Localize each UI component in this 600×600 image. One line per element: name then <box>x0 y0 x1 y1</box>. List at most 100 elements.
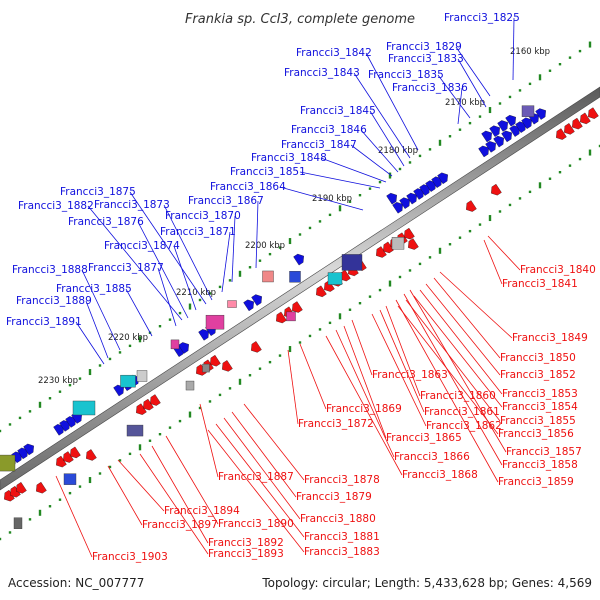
gene-block[interactable] <box>391 237 405 250</box>
forward-gene-arrow[interactable] <box>293 252 306 266</box>
reverse-gene-arrow[interactable] <box>207 354 221 368</box>
gene-label[interactable]: Francci3_1848 <box>251 152 327 164</box>
reverse-gene-arrow[interactable] <box>140 398 154 412</box>
forward-gene-arrow[interactable] <box>243 298 256 312</box>
reverse-gene-arrow[interactable] <box>273 311 287 325</box>
gene-label[interactable]: Francci3_1882 <box>18 200 94 212</box>
gene-label[interactable]: Francci3_1849 <box>512 332 588 344</box>
gene-block[interactable] <box>202 363 210 373</box>
reverse-gene-arrow[interactable] <box>248 341 262 354</box>
gene-label[interactable]: Francci3_1874 <box>104 240 180 252</box>
gene-block[interactable] <box>136 370 148 382</box>
forward-gene-arrow[interactable] <box>413 186 426 200</box>
forward-gene-arrow[interactable] <box>493 134 506 148</box>
gene-label[interactable]: Francci3_1888 <box>12 264 88 276</box>
gene-label[interactable]: Francci3_1871 <box>160 226 236 238</box>
gene-block[interactable] <box>170 339 180 350</box>
gene-label[interactable]: Francci3_1835 <box>368 69 444 81</box>
gene-label[interactable]: Francci3_1869 <box>326 403 402 415</box>
gene-label[interactable]: Francci3_1847 <box>281 139 357 151</box>
forward-gene-arrow[interactable] <box>535 106 548 120</box>
gene-label[interactable]: Francci3_1879 <box>296 491 372 503</box>
reverse-gene-arrow[interactable] <box>13 482 27 495</box>
forward-gene-arrow[interactable] <box>521 116 534 130</box>
reverse-gene-arrow[interactable] <box>577 112 591 126</box>
gene-label[interactable]: Francci3_1889 <box>16 295 92 307</box>
gene-label[interactable]: Francci3_1868 <box>402 469 478 481</box>
gene-label[interactable]: Francci3_1850 <box>500 352 576 364</box>
reverse-gene-arrow[interactable] <box>83 449 97 462</box>
gene-label[interactable]: Francci3_1861 <box>424 406 500 418</box>
gene-label[interactable]: Francci3_1829 <box>386 41 462 53</box>
gene-label[interactable]: Francci3_1842 <box>296 47 372 59</box>
reverse-gene-arrow[interactable] <box>33 481 47 495</box>
gene-label[interactable]: Francci3_1859 <box>498 476 574 488</box>
forward-gene-arrow[interactable] <box>11 450 24 464</box>
gene-label[interactable]: Francci3_1867 <box>188 195 264 207</box>
gene-label[interactable]: Francci3_1870 <box>165 210 241 222</box>
forward-gene-arrow[interactable] <box>437 171 450 185</box>
reverse-gene-arrow[interactable] <box>321 280 335 294</box>
gene-label[interactable]: Francci3_1825 <box>444 12 520 24</box>
reverse-gene-arrow[interactable] <box>405 238 419 251</box>
gene-label[interactable]: Francci3_1875 <box>60 186 136 198</box>
gene-label[interactable]: Francci3_1885 <box>56 283 132 295</box>
forward-gene-arrow[interactable] <box>23 442 36 456</box>
forward-gene-arrow[interactable] <box>198 327 211 341</box>
reverse-gene-arrow[interactable] <box>67 446 81 460</box>
gene-block[interactable] <box>72 400 96 416</box>
gene-label[interactable]: Francci3_1878 <box>304 474 380 486</box>
reverse-gene-arrow[interactable] <box>313 285 327 299</box>
gene-label[interactable]: Francci3_1894 <box>164 505 240 517</box>
reverse-gene-arrow[interactable] <box>289 301 303 314</box>
reverse-gene-arrow[interactable] <box>1 489 15 503</box>
gene-label[interactable]: Francci3_1846 <box>291 124 367 136</box>
forward-gene-arrow[interactable] <box>501 129 514 143</box>
forward-gene-arrow[interactable] <box>386 191 399 205</box>
forward-gene-arrow[interactable] <box>419 182 432 196</box>
gene-block[interactable] <box>327 272 343 285</box>
gene-label[interactable]: Francci3_1887 <box>218 471 294 483</box>
gene-label[interactable]: Francci3_1880 <box>300 513 376 525</box>
gene-block[interactable] <box>521 105 535 117</box>
gene-block[interactable] <box>126 424 144 437</box>
reverse-gene-arrow[interactable] <box>401 227 415 241</box>
forward-gene-arrow[interactable] <box>406 191 419 205</box>
gene-label[interactable]: Francci3_1856 <box>498 428 574 440</box>
reverse-gene-arrow[interactable] <box>463 200 477 214</box>
forward-gene-arrow[interactable] <box>509 123 522 137</box>
reverse-gene-arrow[interactable] <box>219 360 233 373</box>
forward-gene-arrow[interactable] <box>392 200 405 214</box>
forward-gene-arrow[interactable] <box>481 129 494 143</box>
gene-label[interactable]: Francci3_1890 <box>218 518 294 530</box>
reverse-gene-arrow[interactable] <box>60 451 74 464</box>
gene-block[interactable] <box>289 271 301 283</box>
gene-label[interactable]: Francci3_1841 <box>502 278 578 290</box>
gene-label[interactable]: Francci3_1903 <box>92 551 168 563</box>
gene-label[interactable]: Francci3_1865 <box>386 432 462 444</box>
gene-label[interactable]: Francci3_1836 <box>392 82 468 94</box>
gene-label[interactable]: Francci3_1860 <box>420 390 496 402</box>
gene-label[interactable]: Francci3_1897 <box>142 519 218 531</box>
gene-block[interactable] <box>262 270 274 283</box>
gene-label[interactable]: Francci3_1855 <box>500 415 576 427</box>
gene-label[interactable]: Francci3_1883 <box>304 546 380 558</box>
reverse-gene-arrow[interactable] <box>488 183 502 197</box>
forward-gene-arrow[interactable] <box>505 113 518 127</box>
gene-label[interactable]: Francci3_1876 <box>68 216 144 228</box>
gene-block[interactable] <box>205 314 225 330</box>
gene-block[interactable] <box>0 454 16 472</box>
forward-gene-arrow[interactable] <box>431 174 444 188</box>
forward-gene-arrow[interactable] <box>399 195 412 209</box>
forward-gene-arrow[interactable] <box>425 178 438 192</box>
forward-gene-arrow[interactable] <box>53 422 66 436</box>
reverse-gene-arrow[interactable] <box>373 246 387 259</box>
gene-block[interactable] <box>120 374 136 388</box>
gene-label[interactable]: Francci3_1845 <box>300 105 376 117</box>
reverse-gene-arrow[interactable] <box>561 123 575 136</box>
forward-gene-arrow[interactable] <box>515 119 528 133</box>
forward-gene-arrow[interactable] <box>178 340 191 354</box>
forward-gene-arrow[interactable] <box>497 118 510 132</box>
gene-block[interactable] <box>63 473 77 485</box>
gene-label[interactable]: Francci3_1853 <box>502 388 578 400</box>
